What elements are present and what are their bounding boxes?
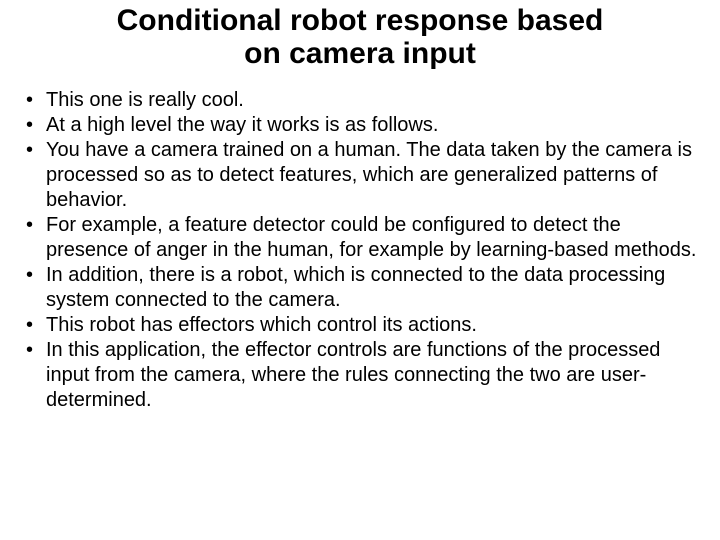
list-item: At a high level the way it works is as f… <box>18 113 702 138</box>
title-line-1: Conditional robot response based <box>117 4 604 37</box>
title-line-2: on camera input <box>244 37 476 70</box>
list-item: You have a camera trained on a human. Th… <box>18 138 702 213</box>
list-item: This robot has effectors which control i… <box>18 313 702 338</box>
slide-title: Conditional robot response based on came… <box>18 4 702 70</box>
bullet-text: In addition, there is a robot, which is … <box>46 264 665 311</box>
bullet-text: This one is really cool. <box>46 89 244 111</box>
bullet-list: This one is really cool. At a high level… <box>18 88 702 413</box>
bullet-text: In this application, the effector contro… <box>46 339 660 411</box>
list-item: In this application, the effector contro… <box>18 338 702 413</box>
list-item: This one is really cool. <box>18 88 702 113</box>
list-item: For example, a feature detector could be… <box>18 213 702 263</box>
list-item: In addition, there is a robot, which is … <box>18 263 702 313</box>
bullet-text: You have a camera trained on a human. Th… <box>46 139 692 211</box>
bullet-text: For example, a feature detector could be… <box>46 214 696 261</box>
bullet-text: At a high level the way it works is as f… <box>46 114 438 136</box>
bullet-text: This robot has effectors which control i… <box>46 314 477 336</box>
